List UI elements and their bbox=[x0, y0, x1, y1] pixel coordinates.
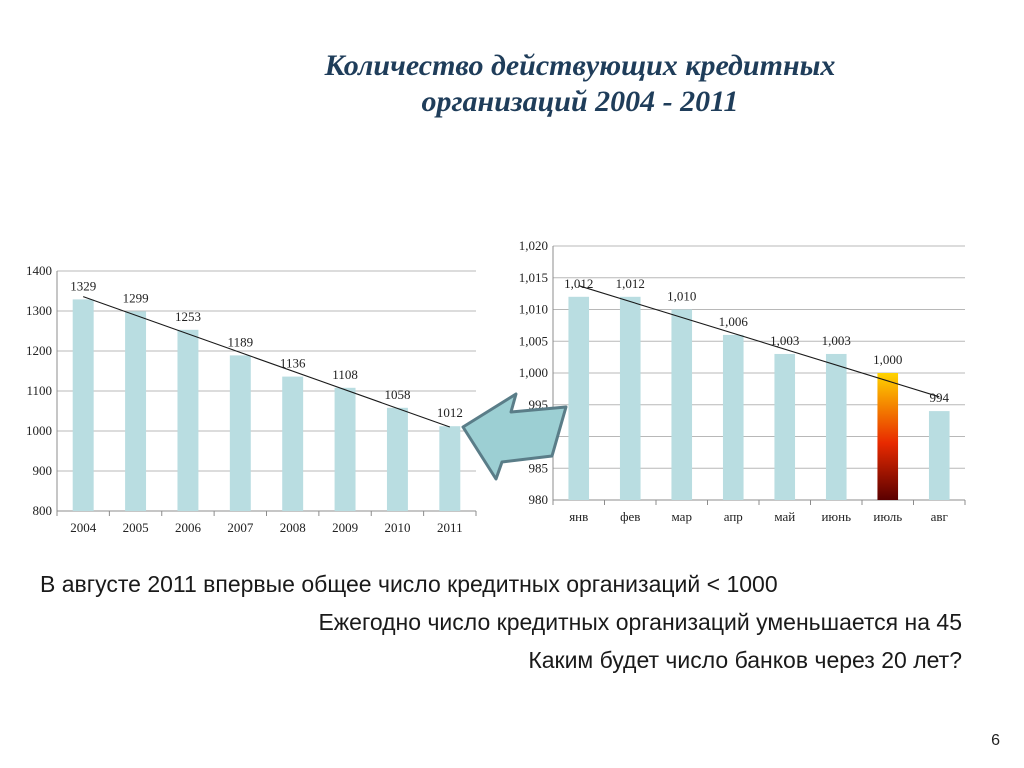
x-tick-label: мар bbox=[672, 509, 692, 524]
y-tick-label: 980 bbox=[529, 492, 549, 507]
data-label: 1329 bbox=[70, 278, 96, 293]
data-label: 1,006 bbox=[719, 314, 749, 329]
title-line-1: Количество действующих кредитных bbox=[324, 49, 836, 82]
note-line-1: В августе 2011 впервые общее число креди… bbox=[40, 571, 778, 597]
data-label: 1136 bbox=[280, 356, 306, 371]
data-label: 1189 bbox=[228, 334, 254, 349]
trend-line bbox=[83, 296, 450, 428]
bar bbox=[229, 355, 251, 511]
x-tick-label: 2006 bbox=[175, 520, 202, 535]
bar bbox=[825, 353, 847, 500]
title-line-2: организаций 2004 - 2011 bbox=[421, 85, 739, 118]
note-line-3: Каким будет число банков через 20 лет? bbox=[528, 647, 962, 673]
x-tick-label: 2007 bbox=[227, 520, 254, 535]
y-tick-label: 1000 bbox=[26, 423, 52, 438]
x-tick-label: июнь bbox=[821, 509, 851, 524]
notes-block: В августе 2011 впервые общее число креди… bbox=[40, 565, 962, 679]
x-tick-label: май bbox=[774, 509, 795, 524]
bar bbox=[619, 296, 641, 500]
y-tick-label: 1,000 bbox=[519, 365, 548, 380]
y-tick-label: 1200 bbox=[26, 343, 52, 358]
y-tick-label: 985 bbox=[529, 460, 549, 475]
x-tick-label: апр bbox=[724, 509, 743, 524]
x-tick-label: янв bbox=[569, 509, 588, 524]
bar bbox=[774, 353, 796, 500]
right-arrow-icon bbox=[461, 392, 568, 481]
y-tick-label: 800 bbox=[33, 503, 53, 518]
y-tick-label: 1,010 bbox=[519, 302, 548, 317]
data-label: 1,000 bbox=[873, 352, 902, 367]
note-line-2: Ежегодно число кредитных организаций уме… bbox=[318, 609, 962, 635]
slide-title: Количество действующих кредитных организ… bbox=[200, 48, 960, 120]
data-label: 1,012 bbox=[616, 276, 645, 291]
data-label: 1,003 bbox=[822, 333, 851, 348]
y-tick-label: 900 bbox=[33, 463, 53, 478]
bar bbox=[282, 376, 304, 511]
bar bbox=[568, 296, 590, 500]
data-label: 1,010 bbox=[667, 289, 696, 304]
y-tick-label: 1,020 bbox=[519, 238, 548, 253]
trend-line bbox=[578, 285, 940, 398]
data-label: 1,003 bbox=[770, 333, 799, 348]
page-number: 6 bbox=[991, 732, 1000, 749]
x-tick-label: 2008 bbox=[280, 520, 306, 535]
x-tick-label: авг bbox=[931, 509, 948, 524]
data-label: 1058 bbox=[384, 387, 410, 402]
x-tick-label: 2011 bbox=[437, 520, 463, 535]
data-label: 1012 bbox=[437, 405, 463, 420]
bar bbox=[72, 299, 94, 511]
monthly-bar-chart: 9809859909951,0001,0051,0101,0151,0201,0… bbox=[519, 238, 966, 524]
x-tick-label: 2010 bbox=[384, 520, 410, 535]
y-tick-label: 1300 bbox=[26, 303, 52, 318]
data-label: 1253 bbox=[175, 309, 201, 324]
data-label: 1299 bbox=[123, 290, 149, 305]
bar bbox=[722, 334, 744, 500]
bar bbox=[439, 426, 461, 511]
x-tick-label: 2005 bbox=[123, 520, 149, 535]
y-tick-label: 1,005 bbox=[519, 333, 548, 348]
data-label: 994 bbox=[930, 390, 950, 405]
data-label: 1108 bbox=[332, 367, 358, 382]
y-tick-label: 1100 bbox=[26, 383, 52, 398]
x-tick-label: 2004 bbox=[70, 520, 97, 535]
bar bbox=[177, 329, 199, 511]
bar bbox=[334, 387, 356, 511]
bar-highlighted bbox=[877, 373, 899, 500]
x-tick-label: 2009 bbox=[332, 520, 358, 535]
data-label: 1,012 bbox=[564, 276, 593, 291]
bar bbox=[125, 311, 147, 511]
bar bbox=[928, 411, 950, 500]
arrow-shape bbox=[461, 392, 568, 481]
x-tick-label: фев bbox=[620, 509, 640, 524]
bar bbox=[671, 309, 693, 500]
x-tick-label: июль bbox=[873, 509, 902, 524]
y-tick-label: 1400 bbox=[26, 263, 52, 278]
bar bbox=[386, 407, 408, 511]
y-tick-label: 1,015 bbox=[519, 270, 548, 285]
yearly-bar-chart: 800 900 1000 1100 1200 1300 1400 1329 2004 1299 20… bbox=[26, 263, 477, 535]
